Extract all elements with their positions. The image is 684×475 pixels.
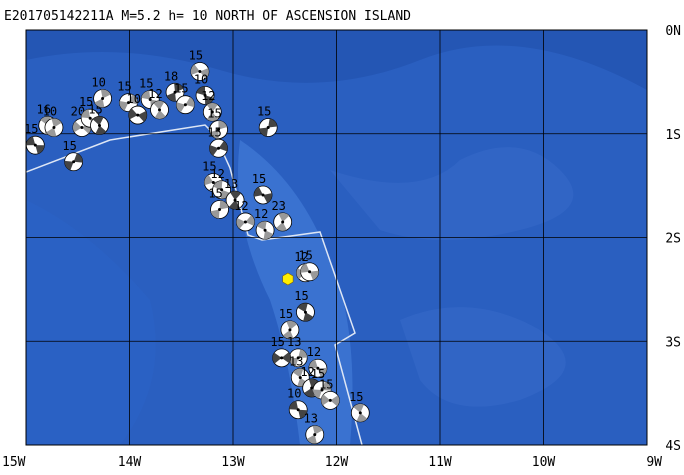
depth-label: 10	[43, 105, 57, 119]
depth-label: 15	[349, 390, 363, 404]
focal-mechanism	[210, 200, 229, 219]
lat-label: 1S	[665, 128, 681, 143]
focal-mechanism	[272, 348, 292, 368]
focal-mechanism	[320, 390, 340, 410]
depth-label: 13	[304, 412, 318, 426]
lon-label: 14W	[118, 455, 142, 470]
depth-label: 18	[164, 69, 178, 83]
depth-label: 12	[300, 365, 314, 379]
lon-label: 15W	[2, 455, 26, 470]
depth-label: 15	[117, 80, 131, 94]
focal-mechanism	[350, 403, 370, 423]
depth-label: 15	[252, 172, 266, 186]
focal-mechanism	[253, 185, 273, 205]
focal-mechanism	[209, 138, 228, 158]
depth-label: 12	[148, 87, 162, 101]
depth-label: 23	[271, 199, 285, 213]
depth-label: 12	[254, 207, 268, 221]
focal-mechanism	[64, 152, 84, 172]
depth-label: 15	[189, 49, 203, 63]
focal-mechanism	[273, 212, 293, 232]
depth-label: 15	[79, 95, 93, 109]
depth-label: 16	[37, 102, 51, 116]
depth-label: 15	[298, 249, 312, 263]
depth-label: 15	[24, 122, 38, 136]
depth-label: 15	[270, 335, 284, 349]
lon-label: 13W	[221, 455, 245, 470]
lon-label: 10W	[532, 455, 556, 470]
depth-label: 13	[224, 177, 238, 191]
depth-label: 15	[174, 82, 188, 96]
depth-label: 15	[62, 139, 76, 153]
depth-label: 10	[287, 387, 301, 401]
depth-label: 15	[311, 367, 325, 381]
depth-label: 15	[208, 186, 222, 200]
lon-label: 11W	[428, 455, 452, 470]
focal-mechanism	[296, 302, 315, 322]
focal-mechanism	[308, 358, 328, 378]
focal-mechanism	[165, 82, 185, 102]
depth-label: 13	[287, 335, 301, 349]
focal-mechanism	[305, 425, 325, 445]
depth-label: 13	[289, 355, 303, 369]
focal-mechanism	[202, 102, 222, 122]
depth-label: 12	[234, 199, 248, 213]
depth-label: 12	[307, 345, 321, 359]
lat-label: 4S	[665, 439, 681, 454]
focal-mechanism	[288, 400, 308, 420]
lon-label: 12W	[325, 455, 349, 470]
lat-label: 3S	[665, 335, 681, 350]
depth-label: 10	[91, 75, 105, 89]
lat-label: 0N	[665, 24, 681, 39]
focal-mechanism	[150, 100, 169, 120]
depth-label: 15	[257, 105, 271, 119]
focal-mechanism	[175, 95, 195, 115]
depth-label: 15	[279, 307, 293, 321]
depth-label: 15	[207, 125, 221, 139]
focal-mechanism	[44, 118, 64, 137]
depth-label: 12	[294, 250, 308, 264]
focal-mechanism	[212, 180, 232, 200]
focal-mechanism	[90, 116, 109, 135]
focal-mechanism	[300, 262, 319, 282]
focal-mechanism	[280, 320, 300, 340]
epicenter	[282, 272, 294, 286]
depth-label: 12	[201, 89, 215, 103]
map-frame	[25, 29, 648, 446]
focal-mechanism	[195, 85, 215, 105]
focal-mechanism	[225, 190, 245, 210]
depth-label: 12	[210, 167, 224, 181]
focal-mechanism	[258, 118, 278, 137]
focal-mechanism	[255, 220, 275, 240]
focal-mechanism	[209, 120, 228, 140]
depth-label: 15	[294, 289, 308, 303]
depth-label: 15	[139, 77, 153, 91]
depth-label: 15	[319, 377, 333, 391]
focal-mechanism	[93, 89, 112, 108]
focal-mechanism	[288, 348, 308, 368]
focal-mechanism	[190, 62, 210, 81]
depth-label: 10	[127, 92, 141, 106]
depth-label: 15	[202, 160, 216, 174]
focal-mechanism	[25, 135, 45, 155]
focal-mechanism	[128, 105, 148, 125]
depth-label: 10	[194, 72, 208, 86]
focal-mechanism	[236, 212, 255, 232]
lat-label: 2S	[665, 232, 681, 247]
map-title: E201705142211A M=5.2 h= 10 NORTH OF ASCE…	[4, 9, 411, 24]
depth-label: 15	[207, 107, 221, 121]
lon-label: 9W	[646, 455, 662, 470]
